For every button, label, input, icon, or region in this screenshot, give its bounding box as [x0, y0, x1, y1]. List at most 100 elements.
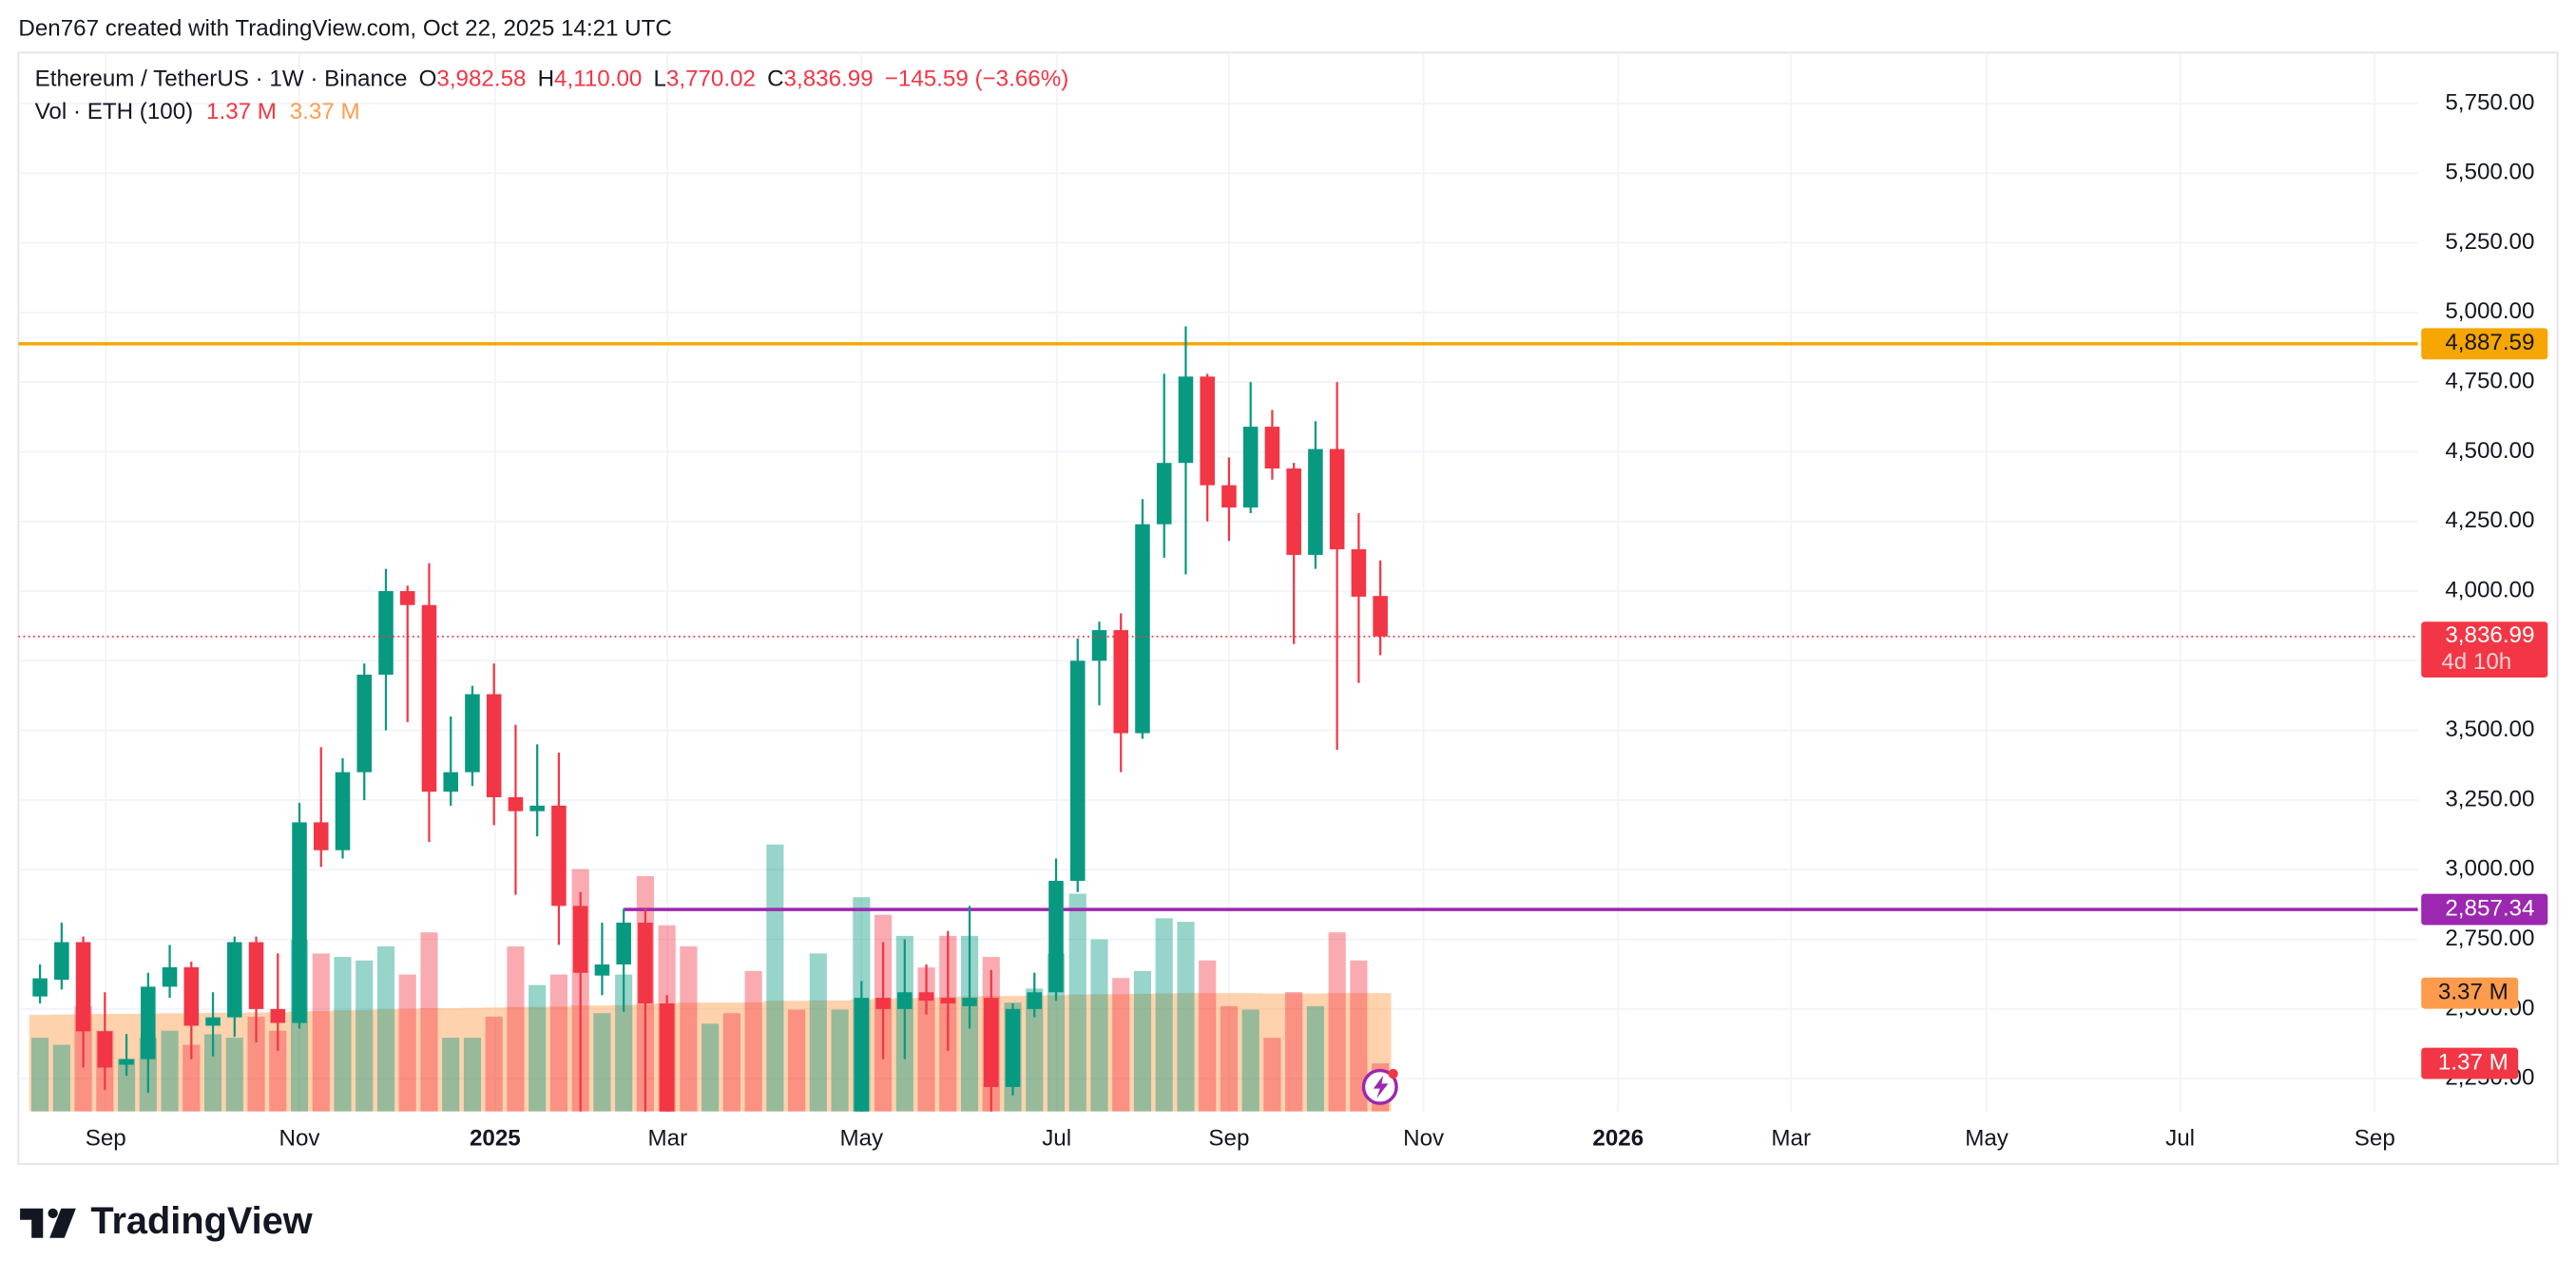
x-tick-label: Jul [2165, 1126, 2195, 1152]
candle-body [443, 772, 458, 792]
volume-bar [376, 945, 395, 1112]
candle-body [227, 942, 242, 1018]
volume-bar [1047, 953, 1066, 1112]
close-key: C [767, 67, 783, 92]
y-tick-label: 3,500.00 [2445, 716, 2534, 742]
legend-line: Ethereum / TetherUS · 1W · Binance O3,982… [35, 67, 1069, 92]
x-tick-label: Mar [1771, 1126, 1811, 1152]
volume-bar [356, 960, 374, 1112]
candle-body [854, 998, 870, 1112]
volume-bar [529, 984, 547, 1112]
volume-bar [766, 844, 784, 1112]
low-key: L [653, 67, 665, 92]
last-price-label: 3,836.99 [2445, 622, 2534, 648]
candle-body [292, 822, 307, 1023]
high-value: 4,110.00 [554, 67, 642, 92]
volume-ma-tag [2421, 977, 2519, 1009]
x-tick-label: Sep [86, 1126, 126, 1152]
axes: 2,250.002,500.002,750.003,000.003,250.00… [86, 89, 2548, 1152]
x-tick-label: Jul [1042, 1126, 1071, 1152]
y-tick-label: 3,250.00 [2445, 786, 2534, 811]
volume-ma-area [29, 993, 1392, 1112]
volume-bar [1328, 932, 1346, 1112]
candle-body [378, 591, 394, 676]
volume-bar [615, 974, 633, 1112]
candle-body [1351, 549, 1367, 597]
candle-body [983, 998, 999, 1087]
volume-bar [1026, 988, 1044, 1112]
y-tick-label: 4,750.00 [2445, 369, 2534, 394]
volume-bar [917, 967, 935, 1112]
candle-body [1308, 449, 1323, 555]
symbol: Ethereum / TetherUS · 1W · Binance [35, 67, 408, 92]
x-tick-label: Sep [1208, 1126, 1249, 1152]
x-tick-label: 2025 [470, 1126, 521, 1152]
x-tick-label: Nov [1403, 1126, 1444, 1152]
volume-ma-label: 3.37 M [2438, 980, 2509, 1005]
y-tick-label: 4,000.00 [2445, 577, 2534, 602]
volume-bar [1241, 1009, 1259, 1112]
candle-body [529, 805, 545, 811]
x-tick-label: May [1965, 1126, 2009, 1152]
volume-bar [118, 1059, 136, 1112]
volume-bar [788, 1009, 806, 1112]
volume-legend: Vol · ETH (100) 1.37 M 3.37 M [35, 100, 360, 125]
y-tick-label: 5,250.00 [2445, 229, 2534, 255]
candle-body [1005, 1008, 1021, 1087]
volume-bar [247, 1016, 265, 1112]
volume-bar [1199, 960, 1217, 1112]
volume-bar [1177, 922, 1195, 1112]
volume-bar [334, 957, 352, 1112]
candle-body [356, 675, 373, 773]
candle-body [638, 922, 653, 1003]
volume-bar [463, 1038, 482, 1112]
y-tick-label: 5,000.00 [2445, 298, 2534, 324]
last-price-tag [2421, 621, 2548, 678]
open-key: O [419, 67, 437, 92]
candle-body [659, 1002, 675, 1112]
x-tick-label: Sep [2355, 1126, 2395, 1152]
high-key: H [538, 67, 554, 92]
y-tick-label: 4,500.00 [2445, 438, 2534, 464]
x-tick-label: Nov [279, 1126, 320, 1152]
candle-body [1091, 630, 1107, 661]
volume-bar [1220, 1005, 1239, 1112]
candle-body [97, 1031, 113, 1068]
candle-body [1242, 427, 1259, 508]
candle-body [1135, 524, 1150, 734]
candle-body [183, 966, 200, 1026]
logo: TradingView [20, 1200, 313, 1242]
candle-body [918, 992, 934, 1002]
candle-body [162, 966, 178, 987]
open-value: 3,982.58 [436, 67, 526, 92]
low-value: 3,770.02 [666, 67, 756, 92]
volume-bar [225, 1038, 243, 1112]
volume-bar [52, 1044, 70, 1112]
candle-body [141, 986, 156, 1059]
volume-bar [702, 1023, 720, 1112]
volume-bar [680, 945, 698, 1112]
candle-body [875, 998, 891, 1009]
candle-body [1156, 463, 1172, 525]
candle-body [1048, 880, 1064, 993]
volume-value: 1.37 M [206, 100, 277, 125]
candle-body [32, 978, 48, 997]
candle-body [1329, 449, 1345, 550]
candle-body [248, 942, 264, 1009]
candle-body [399, 591, 415, 605]
volume-bar [1350, 960, 1368, 1112]
level-label: 4,887.59 [2445, 330, 2534, 355]
volume-bar [1090, 939, 1108, 1112]
candle-body [1286, 468, 1301, 555]
candle-body [897, 992, 913, 1009]
candle-body [1200, 376, 1215, 486]
volume-bar [1155, 918, 1173, 1112]
volume-bar [809, 953, 827, 1112]
volume-bar [722, 1013, 740, 1112]
candle-body [465, 694, 480, 773]
level-tag [2421, 893, 2548, 926]
candle-body [205, 1017, 221, 1026]
y-tick-label: 2,750.00 [2445, 926, 2534, 951]
credit: Den767 created with TradingView.com, Oct… [18, 15, 672, 41]
